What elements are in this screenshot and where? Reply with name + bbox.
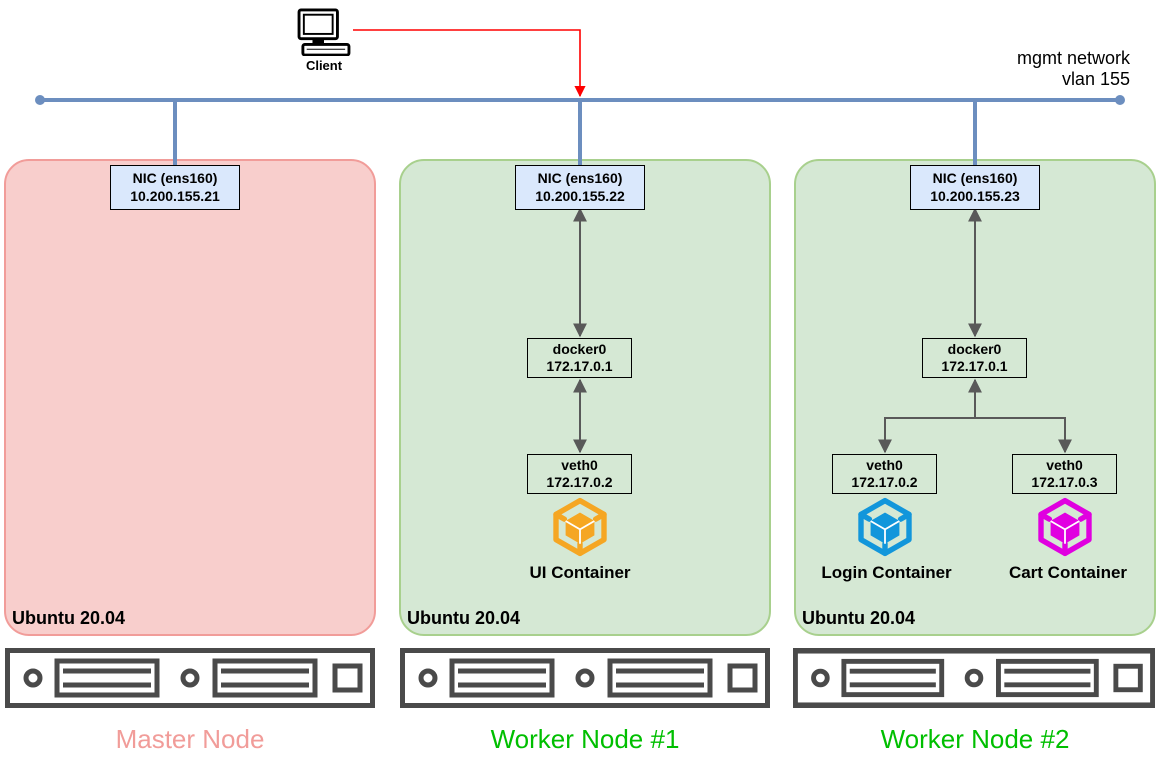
server-icon-worker1 — [402, 650, 768, 706]
veth1-worker2: veth0 172.17.0.2 — [832, 454, 937, 494]
title-master: Master Node — [5, 724, 375, 755]
os-worker2: Ubuntu 20.04 — [802, 608, 915, 629]
client-icon — [299, 10, 349, 55]
cart-container-label: Cart Container — [988, 563, 1148, 583]
server-icon-master — [7, 650, 373, 706]
os-worker1: Ubuntu 20.04 — [407, 608, 520, 629]
diagram-canvas — [0, 0, 1160, 774]
veth-worker1: veth0 172.17.0.2 — [527, 454, 632, 494]
nic-master: NIC (ens160) 10.200.155.21 — [110, 165, 240, 210]
mgmt-network-label: mgmt network vlan 155 — [1017, 48, 1130, 89]
master-panel — [5, 160, 375, 635]
nic-worker2: NIC (ens160) 10.200.155.23 — [910, 165, 1040, 210]
server-icon-worker2 — [795, 651, 1153, 706]
docker0-worker1: docker0 172.17.0.1 — [527, 338, 632, 378]
title-worker1: Worker Node #1 — [400, 724, 770, 755]
title-worker2: Worker Node #2 — [795, 724, 1155, 755]
ui-container-label: UI Container — [505, 563, 655, 583]
docker0-worker2: docker0 172.17.0.1 — [922, 338, 1027, 378]
login-container-label: Login Container — [804, 563, 969, 583]
os-master: Ubuntu 20.04 — [12, 608, 125, 629]
veth2-worker2: veth0 172.17.0.3 — [1012, 454, 1117, 494]
client-label: Client — [296, 58, 352, 73]
client-connection — [353, 30, 580, 96]
nic-worker1: NIC (ens160) 10.200.155.22 — [515, 165, 645, 210]
